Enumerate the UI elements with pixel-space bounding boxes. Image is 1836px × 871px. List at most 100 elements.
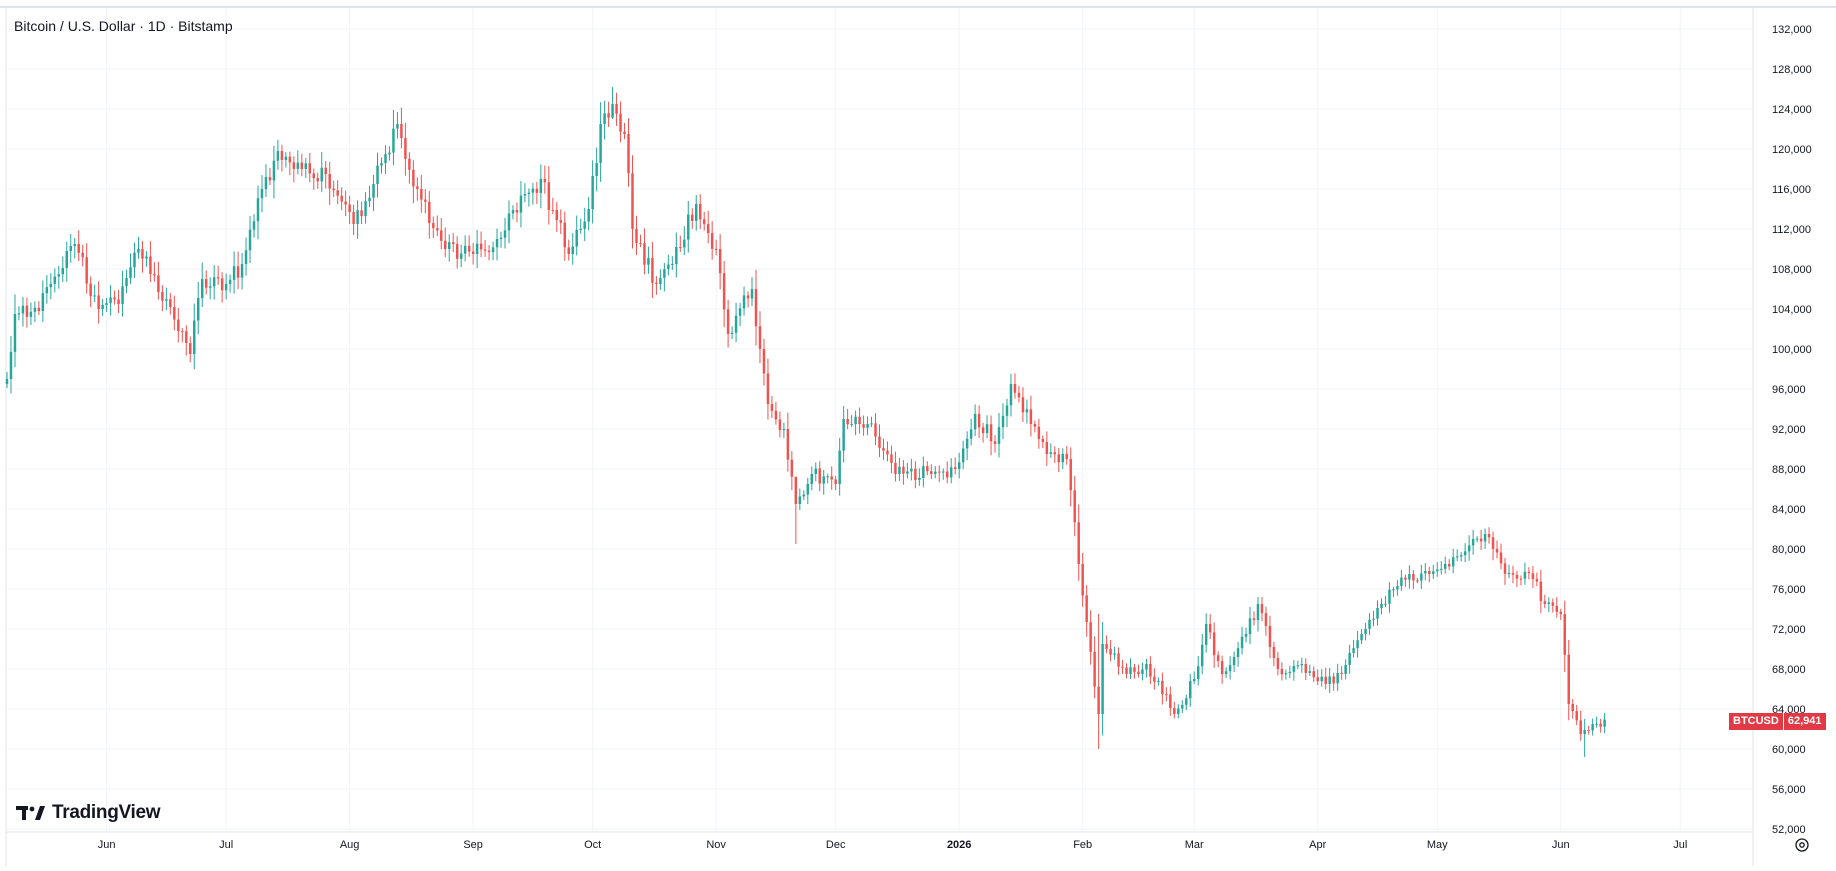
candle-body bbox=[29, 311, 33, 317]
candle-body bbox=[687, 214, 690, 240]
candle-body bbox=[177, 319, 180, 332]
candle-body bbox=[204, 279, 208, 288]
candle-body bbox=[153, 274, 156, 276]
candle-body bbox=[173, 307, 176, 320]
candle-body bbox=[1109, 648, 1112, 655]
candle-body bbox=[1061, 453, 1064, 463]
candle-body bbox=[910, 468, 913, 472]
candle-body bbox=[1189, 681, 1192, 699]
candle-body bbox=[1085, 595, 1088, 623]
candle-body bbox=[706, 224, 710, 234]
candle-body bbox=[348, 204, 351, 212]
candle-body bbox=[774, 410, 778, 420]
candle-body bbox=[1360, 634, 1363, 641]
candle-body bbox=[380, 163, 383, 166]
candle-body bbox=[1432, 571, 1435, 574]
candle-body bbox=[798, 496, 802, 504]
candle-body bbox=[444, 240, 447, 249]
candle-body bbox=[1575, 711, 1578, 721]
y-tick-label: 76,000 bbox=[1772, 584, 1806, 596]
candle-body bbox=[252, 221, 256, 230]
candle-body bbox=[551, 209, 555, 211]
x-tick-label: Jun bbox=[98, 839, 116, 851]
candle-body bbox=[942, 471, 945, 473]
candle-body bbox=[113, 297, 116, 300]
candle-body bbox=[866, 424, 869, 428]
candle-body bbox=[547, 182, 551, 210]
candle-body bbox=[1443, 564, 1447, 569]
price-axis[interactable]: 52,00056,00060,00064,00068,00072,00076,0… bbox=[1772, 24, 1812, 836]
candle-body bbox=[965, 438, 969, 449]
candle-body bbox=[304, 163, 308, 169]
candle-body bbox=[1579, 720, 1582, 734]
candle-body bbox=[710, 233, 714, 249]
candle-body bbox=[1324, 676, 1327, 684]
chart-settings-button[interactable] bbox=[1793, 836, 1811, 854]
candle-body bbox=[635, 229, 638, 243]
candle-body bbox=[1045, 442, 1049, 454]
x-tick-label: Jul bbox=[219, 839, 233, 851]
candle-body bbox=[1372, 618, 1375, 620]
candle-body bbox=[595, 163, 598, 177]
candle-body bbox=[902, 466, 905, 474]
candle-body bbox=[691, 214, 694, 221]
candle-body bbox=[802, 494, 806, 497]
candle-body bbox=[1165, 694, 1168, 696]
candle-body bbox=[336, 190, 339, 196]
candle-body bbox=[1487, 534, 1491, 538]
x-tick-label: Aug bbox=[340, 839, 360, 851]
candle-body bbox=[149, 256, 152, 274]
candle-body bbox=[53, 276, 57, 284]
candle-body bbox=[878, 436, 881, 448]
candle-body bbox=[794, 476, 798, 504]
candle-body bbox=[1141, 669, 1144, 675]
y-tick-label: 80,000 bbox=[1772, 544, 1806, 556]
candle-body bbox=[416, 186, 419, 189]
candle-body bbox=[631, 173, 634, 229]
candle-body bbox=[69, 246, 72, 251]
candle-body bbox=[1224, 671, 1228, 674]
candle-body bbox=[651, 257, 654, 283]
candle-body bbox=[1479, 538, 1483, 542]
candle-body bbox=[957, 462, 961, 469]
y-tick-label: 100,000 bbox=[1772, 344, 1812, 356]
tradingview-logo[interactable]: TradingView bbox=[16, 802, 161, 824]
candle-body bbox=[288, 156, 292, 163]
candle-body bbox=[810, 474, 814, 484]
candle-body bbox=[934, 471, 937, 474]
candle-body bbox=[1531, 573, 1535, 579]
candle-body bbox=[272, 160, 276, 181]
candle-body bbox=[232, 266, 236, 280]
candle-body bbox=[1499, 552, 1503, 564]
candle-body bbox=[1073, 490, 1076, 523]
candle-body bbox=[260, 189, 264, 199]
candle-body bbox=[1312, 671, 1315, 678]
candle-body bbox=[1380, 604, 1383, 609]
candle-body bbox=[603, 113, 606, 124]
candle-body bbox=[714, 248, 718, 250]
candle-body bbox=[1021, 397, 1025, 413]
candle-body bbox=[953, 467, 957, 469]
candle-body bbox=[647, 257, 650, 265]
candle-body bbox=[141, 249, 144, 259]
logo-text: TradingView bbox=[52, 802, 161, 823]
candle-body bbox=[65, 251, 68, 268]
candle-body bbox=[328, 174, 331, 189]
candle-body bbox=[412, 169, 415, 187]
candle-body bbox=[495, 239, 499, 248]
candle-body bbox=[292, 162, 296, 169]
candle-body bbox=[814, 468, 817, 474]
candle-body bbox=[734, 315, 738, 333]
time-axis[interactable]: Jun Jul Aug Sep Oct Nov Dec 2026 Feb Mar Apr May Jun… bbox=[98, 839, 1688, 851]
candle-body bbox=[475, 243, 479, 254]
candle-body bbox=[922, 466, 925, 478]
candle-body bbox=[543, 179, 547, 183]
last-price-badge: BTCUSD 62,941 bbox=[1729, 713, 1826, 730]
candle-body bbox=[1153, 676, 1156, 682]
candle-body bbox=[189, 343, 192, 354]
candle-body bbox=[97, 295, 100, 309]
candle-body bbox=[1260, 604, 1264, 614]
candle-body bbox=[1129, 667, 1132, 674]
